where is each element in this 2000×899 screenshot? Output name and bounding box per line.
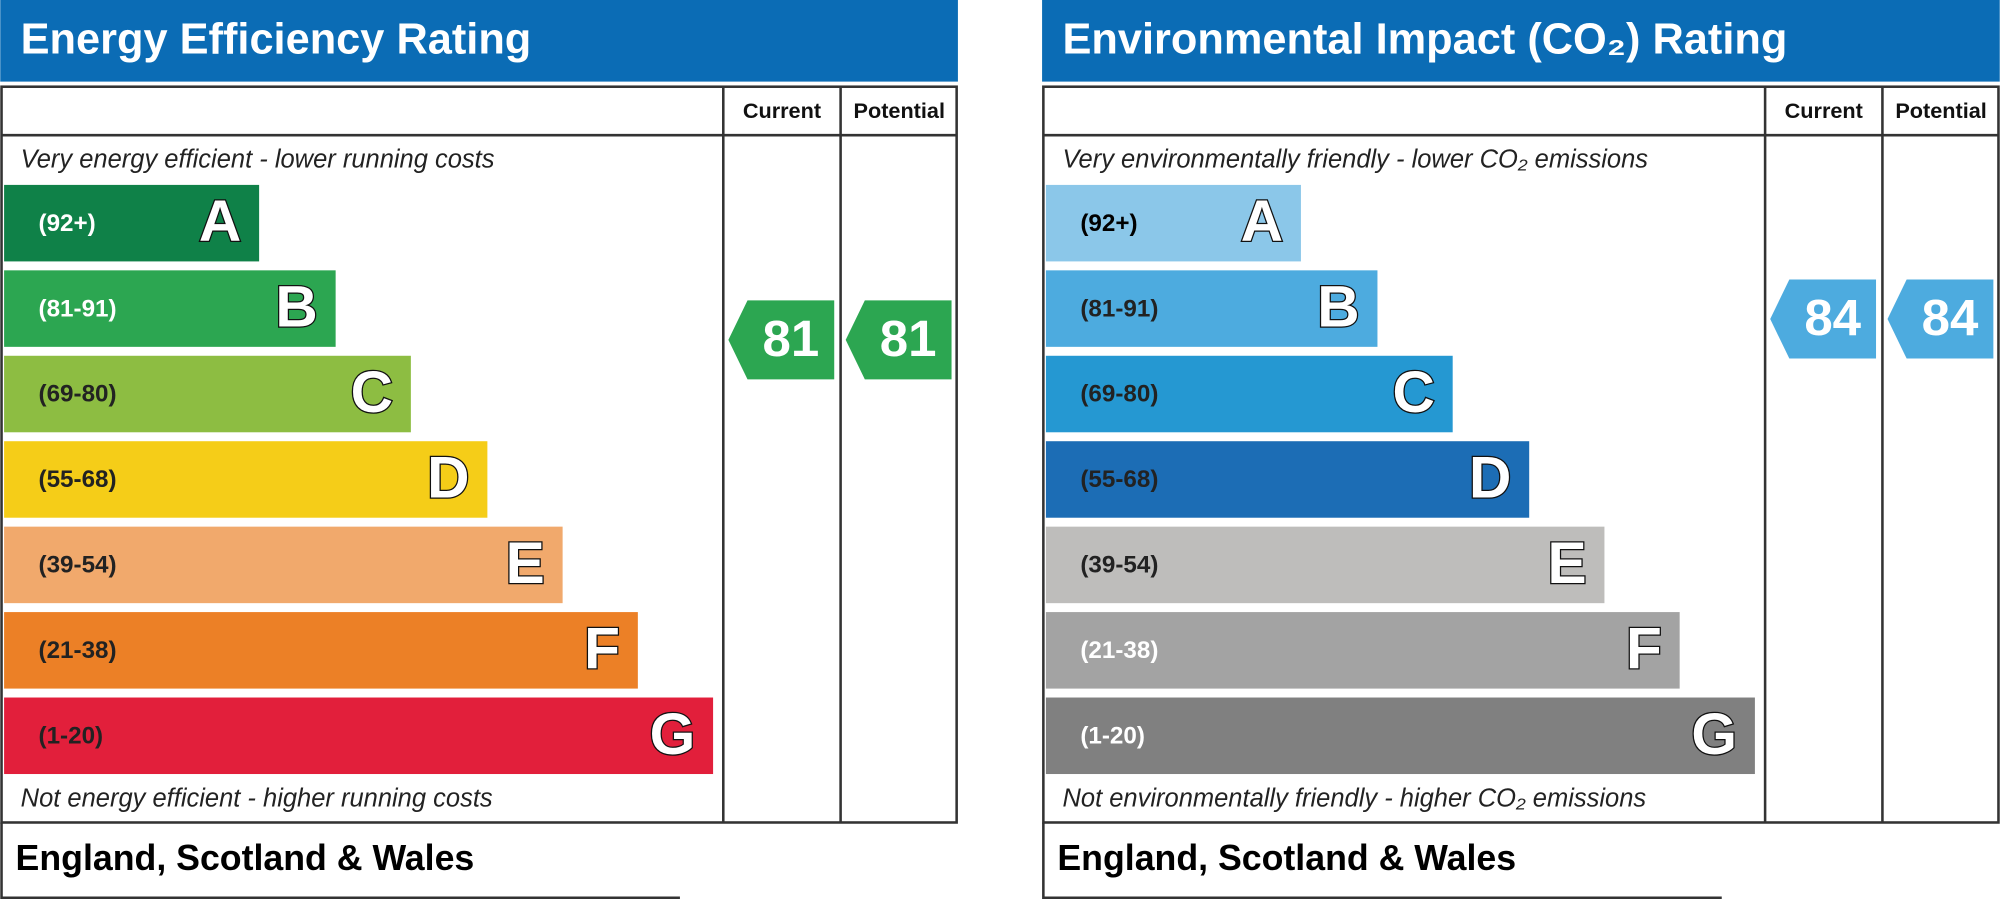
band-bar	[4, 697, 714, 775]
region-label: England, Scotland & Wales	[16, 838, 475, 878]
bottom-note: Not environmentally friendly - higher CO…	[1062, 784, 1646, 812]
band-letter: E	[506, 531, 545, 596]
band-letter: D	[1469, 446, 1511, 511]
band-letter: F	[1626, 616, 1662, 681]
band-bar	[1045, 184, 1301, 262]
column-header: Current	[1785, 98, 1863, 123]
band-range: (39-54)	[39, 552, 117, 579]
band-bar	[4, 526, 563, 604]
band-bar	[4, 355, 411, 433]
band-range: (92+)	[1080, 210, 1137, 237]
top-note: Very energy efficient - lower running co…	[21, 145, 495, 173]
band-letter: A	[199, 189, 241, 254]
band-bar	[4, 441, 488, 518]
band-bar	[4, 612, 638, 689]
band-bar	[4, 184, 260, 262]
rating-value: 84	[1804, 289, 1861, 346]
band-range: (81-91)	[39, 295, 117, 322]
rating-arrow	[845, 300, 952, 380]
band-range: (1-20)	[1080, 722, 1145, 749]
band-letter: B	[275, 275, 317, 340]
rating-panel: Environmental Impact (CO₂) Rating Current…	[1042, 0, 2000, 899]
band-bar	[1045, 612, 1680, 689]
rating-arrow	[1770, 279, 1877, 359]
bottom-note: Not energy efficient - higher running co…	[21, 784, 493, 812]
band-range: (39-54)	[1080, 552, 1158, 579]
band-bar	[1045, 697, 1755, 775]
band-bar	[1045, 441, 1530, 518]
band-letter: F	[584, 616, 620, 681]
rating-panel: Energy Efficiency Rating Current Potential…	[0, 0, 958, 899]
band-range: (69-80)	[1080, 381, 1158, 408]
band-letter: G	[1691, 702, 1737, 767]
rating-value: 84	[1922, 289, 1979, 346]
rating-value: 81	[763, 310, 820, 367]
title-bar	[0, 0, 958, 82]
band-range: (55-68)	[39, 466, 117, 493]
band-letter: G	[650, 702, 696, 767]
band-bar	[1045, 270, 1378, 347]
band-range: (21-38)	[1080, 637, 1158, 664]
band-letter: C	[1392, 360, 1434, 425]
top-note: Very environmentally friendly - lower CO…	[1062, 145, 1648, 173]
panel-title: Energy Efficiency Rating	[21, 16, 532, 64]
rating-arrow	[728, 300, 835, 380]
band-letter: B	[1317, 275, 1359, 340]
column-header: Potential	[1895, 98, 1986, 123]
band-letter: D	[427, 446, 469, 511]
rating-value: 81	[880, 310, 937, 367]
column-header: Potential	[854, 98, 945, 123]
band-range: (21-38)	[39, 637, 117, 664]
region-label: England, Scotland & Wales	[1057, 838, 1516, 878]
band-range: (81-91)	[1080, 295, 1158, 322]
title-bar	[1042, 0, 2000, 82]
band-letter: A	[1241, 189, 1283, 254]
rating-arrow	[1887, 279, 1994, 359]
band-range: (92+)	[39, 210, 96, 237]
band-bar	[1045, 355, 1453, 433]
band-letter: E	[1547, 531, 1586, 596]
column-header: Current	[743, 98, 821, 123]
band-range: (55-68)	[1080, 466, 1158, 493]
panel-title: Environmental Impact (CO₂) Rating	[1062, 16, 1787, 64]
band-range: (1-20)	[39, 722, 104, 749]
band-range: (69-80)	[39, 381, 117, 408]
band-letter: C	[351, 360, 393, 425]
band-bar	[1045, 526, 1605, 604]
band-bar	[4, 270, 336, 347]
